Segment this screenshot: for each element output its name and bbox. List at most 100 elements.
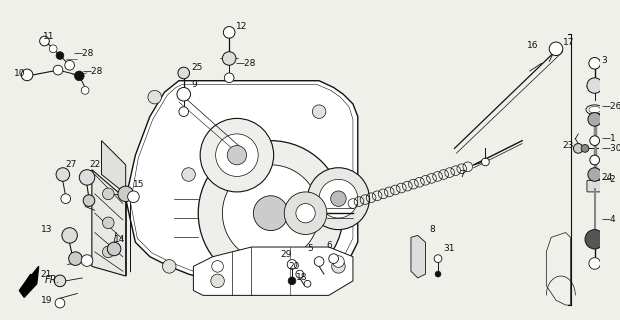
Circle shape	[314, 257, 324, 266]
Circle shape	[296, 270, 304, 278]
Circle shape	[179, 107, 188, 116]
Text: —28: —28	[82, 67, 102, 76]
Circle shape	[50, 45, 57, 53]
Circle shape	[287, 260, 297, 269]
Circle shape	[55, 298, 64, 308]
Circle shape	[128, 191, 140, 203]
Circle shape	[56, 52, 64, 60]
Polygon shape	[193, 247, 353, 295]
Polygon shape	[102, 141, 126, 194]
Circle shape	[590, 155, 600, 165]
Circle shape	[74, 71, 84, 81]
Circle shape	[304, 280, 311, 287]
Polygon shape	[92, 170, 126, 276]
Circle shape	[285, 192, 327, 235]
Text: 14: 14	[114, 235, 125, 244]
Circle shape	[79, 170, 95, 185]
Circle shape	[102, 246, 114, 258]
Circle shape	[588, 113, 601, 126]
Circle shape	[587, 78, 603, 93]
Circle shape	[107, 242, 121, 256]
Circle shape	[56, 168, 69, 181]
Circle shape	[312, 105, 326, 118]
Circle shape	[53, 65, 63, 75]
Circle shape	[332, 260, 345, 273]
Circle shape	[308, 168, 370, 230]
Circle shape	[21, 69, 33, 81]
Ellipse shape	[586, 105, 603, 115]
Text: 3: 3	[601, 56, 607, 65]
Text: 27: 27	[66, 160, 77, 169]
Circle shape	[574, 144, 583, 153]
Text: 8: 8	[429, 225, 435, 234]
Circle shape	[589, 58, 601, 69]
Text: —28: —28	[236, 59, 256, 68]
Text: —28: —28	[74, 49, 94, 58]
Text: 11: 11	[43, 32, 54, 41]
Text: 5: 5	[308, 244, 313, 253]
Circle shape	[330, 191, 346, 206]
Circle shape	[588, 168, 601, 181]
Circle shape	[585, 230, 604, 249]
Circle shape	[223, 52, 236, 65]
Text: FR.: FR.	[45, 275, 60, 285]
Polygon shape	[411, 236, 425, 278]
Circle shape	[216, 134, 258, 176]
Circle shape	[329, 254, 339, 263]
Text: 23: 23	[563, 141, 574, 150]
Text: 31: 31	[443, 244, 454, 253]
Circle shape	[182, 168, 195, 181]
Circle shape	[148, 90, 161, 104]
Text: —30: —30	[601, 144, 620, 153]
Circle shape	[81, 255, 93, 266]
Text: 29: 29	[280, 250, 292, 259]
Circle shape	[54, 275, 66, 287]
Text: 16: 16	[527, 41, 539, 50]
Circle shape	[223, 27, 235, 38]
Text: —1: —1	[601, 134, 616, 143]
Circle shape	[83, 195, 95, 206]
Circle shape	[177, 87, 190, 101]
Circle shape	[296, 204, 315, 223]
Text: 7: 7	[459, 170, 465, 179]
Text: 19: 19	[41, 296, 52, 305]
Circle shape	[288, 277, 296, 285]
Circle shape	[333, 256, 344, 267]
Text: 20: 20	[288, 262, 299, 271]
Circle shape	[162, 260, 176, 273]
Circle shape	[319, 179, 358, 218]
Circle shape	[69, 252, 82, 265]
Text: 17: 17	[563, 37, 574, 46]
Text: 9: 9	[192, 80, 197, 89]
Circle shape	[102, 217, 114, 229]
Circle shape	[254, 196, 288, 231]
Circle shape	[228, 146, 247, 165]
Circle shape	[223, 165, 319, 261]
Text: 18: 18	[296, 274, 308, 283]
Circle shape	[40, 36, 50, 46]
Text: 25: 25	[192, 63, 203, 72]
Circle shape	[102, 188, 114, 200]
Text: 24: 24	[601, 173, 613, 182]
Text: 13: 13	[41, 225, 52, 234]
Text: 10: 10	[14, 69, 25, 78]
Circle shape	[178, 67, 190, 79]
Circle shape	[64, 60, 74, 70]
Polygon shape	[126, 81, 358, 281]
Circle shape	[118, 186, 133, 202]
Circle shape	[482, 158, 489, 166]
Text: 21: 21	[41, 270, 52, 279]
Text: —4: —4	[601, 215, 616, 224]
Text: 22: 22	[89, 160, 100, 169]
Circle shape	[434, 255, 442, 262]
Circle shape	[200, 118, 273, 192]
Circle shape	[589, 258, 601, 269]
Circle shape	[61, 194, 71, 204]
Polygon shape	[19, 266, 38, 297]
FancyBboxPatch shape	[587, 180, 606, 192]
Circle shape	[62, 228, 78, 243]
Circle shape	[224, 73, 234, 83]
Text: —26: —26	[601, 102, 620, 111]
Text: —2: —2	[601, 175, 616, 184]
Text: 12: 12	[236, 22, 247, 31]
